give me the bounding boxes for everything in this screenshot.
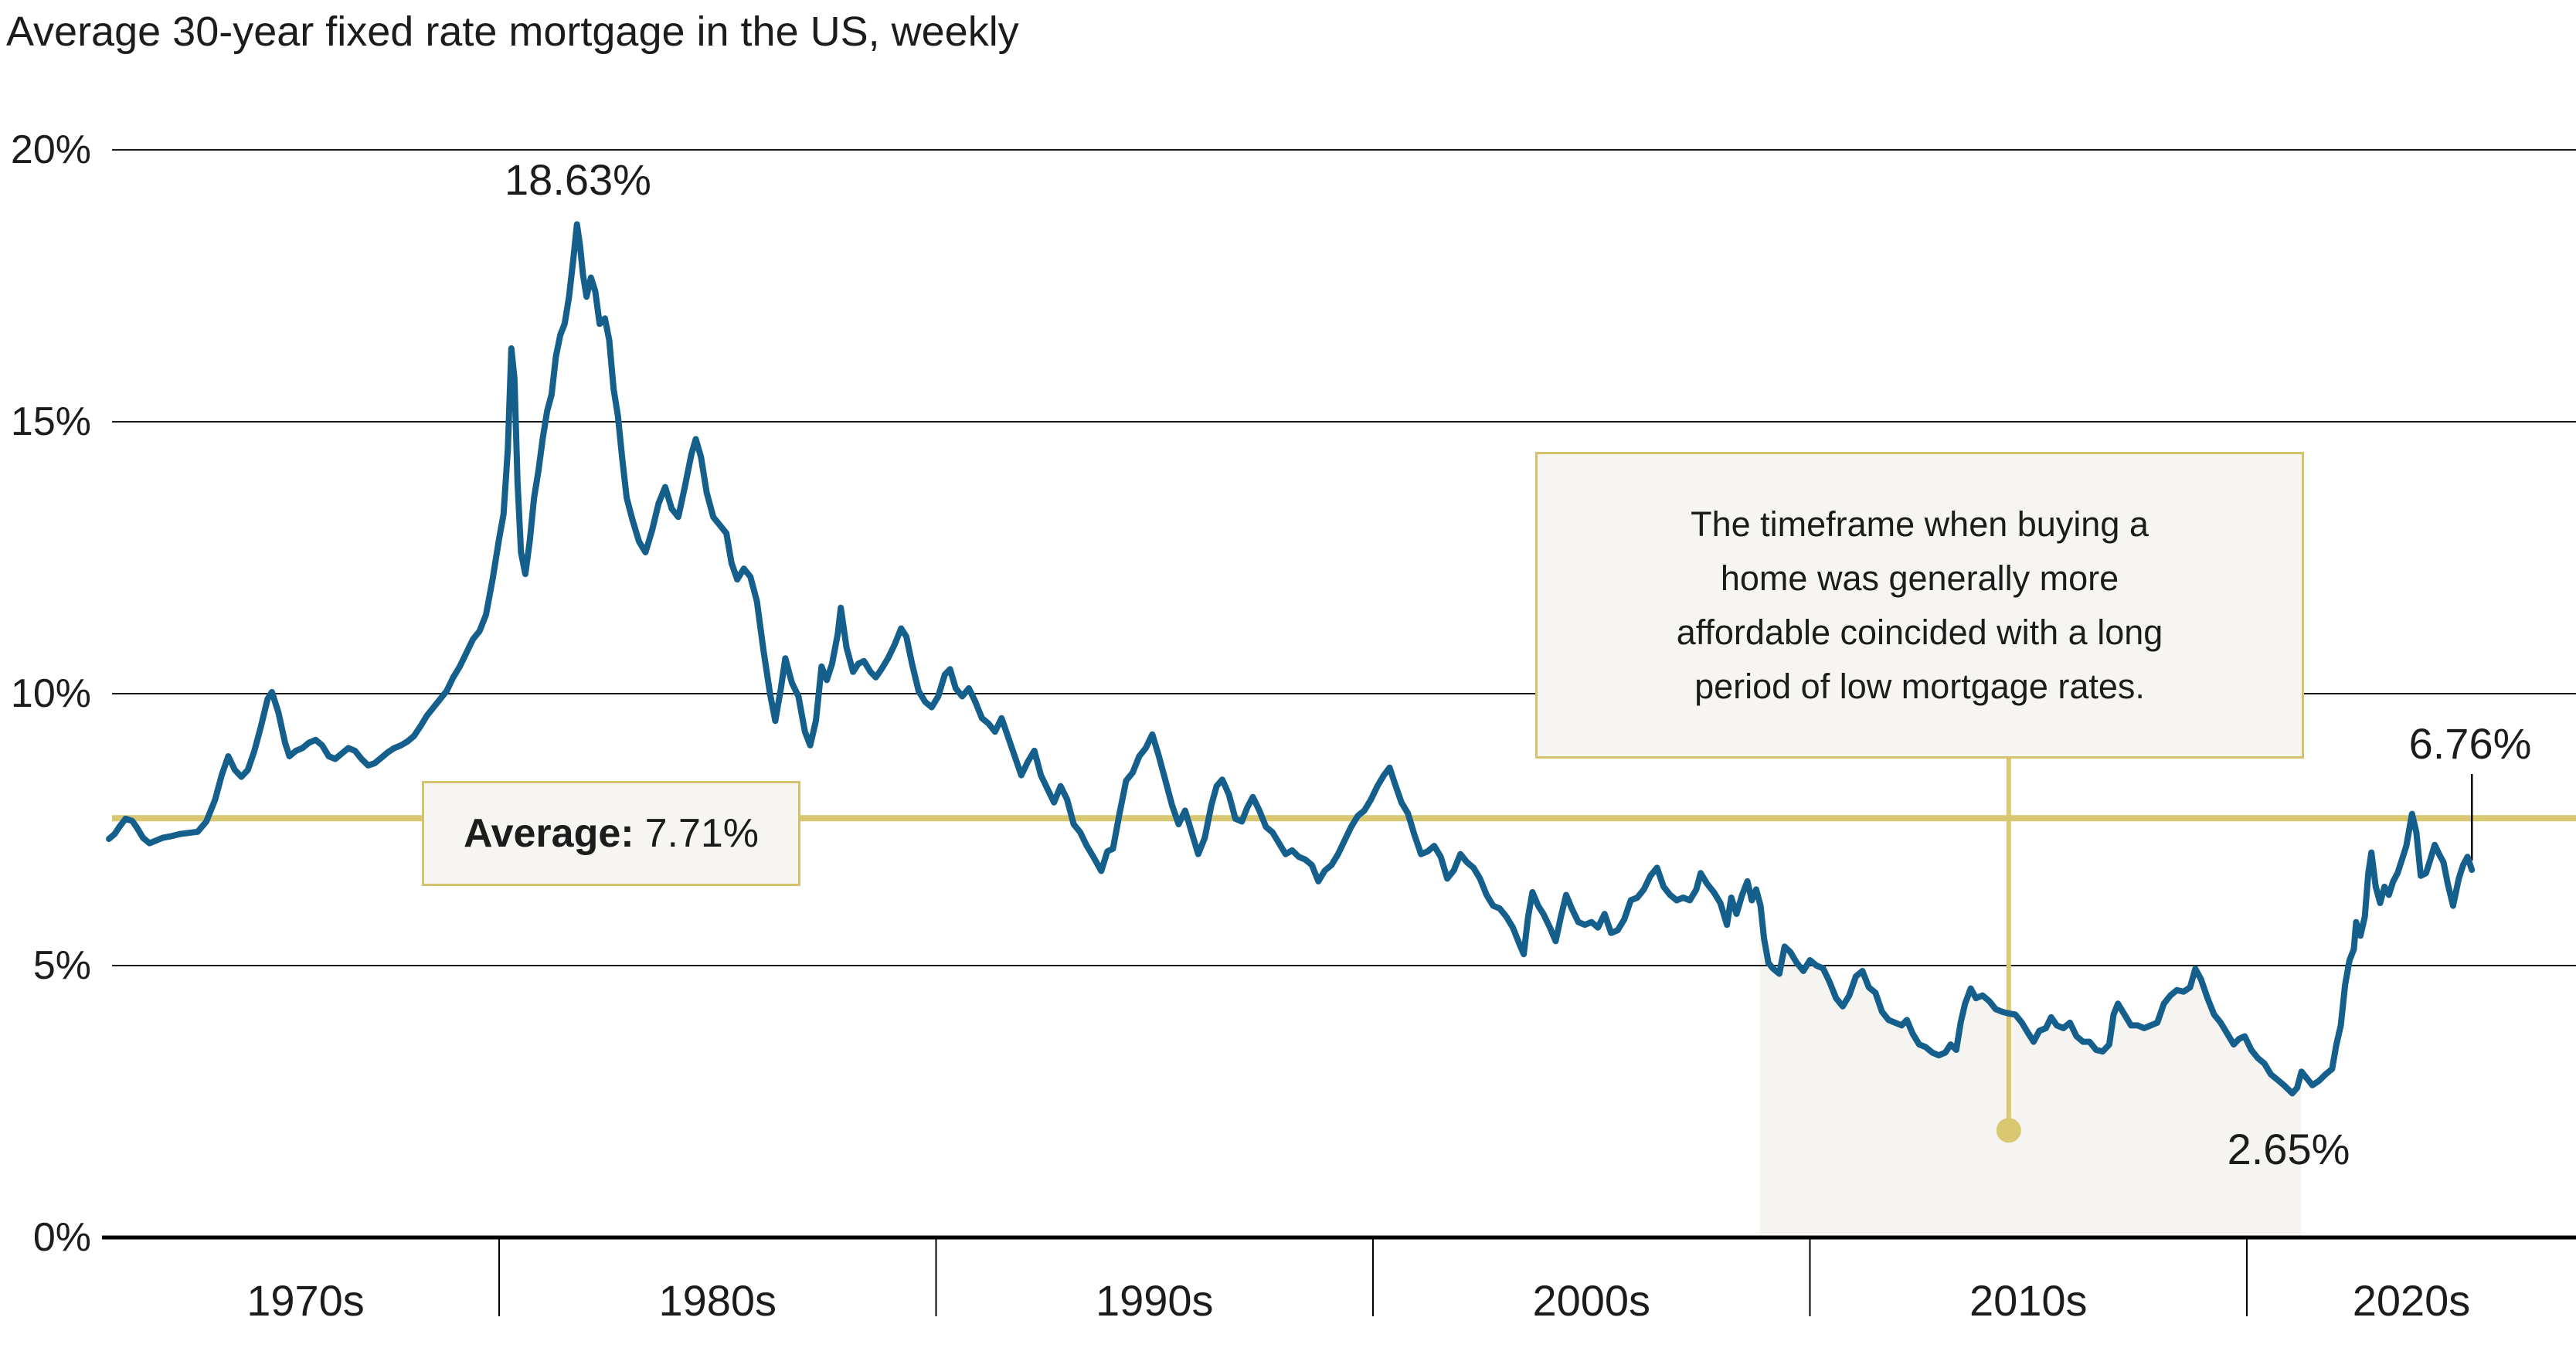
decade-label: 1970s	[246, 1276, 365, 1325]
y-tick-label: 5%	[32, 943, 91, 988]
chart-title: Average 30-year fixed rate mortgage in t…	[6, 8, 1019, 55]
peak-rate-annotation: 18.63%	[505, 155, 651, 204]
y-tick-label: 0%	[32, 1215, 91, 1260]
decade-label: 1980s	[658, 1276, 777, 1325]
callout-line: home was generally more	[1720, 558, 2119, 598]
callout-line: The timeframe when buying a	[1691, 504, 2149, 544]
average-label: Average:	[463, 811, 634, 856]
affordability-callout-box: The timeframe when buying a home was gen…	[1535, 452, 2304, 759]
callout-line: affordable coincided with a long	[1676, 612, 2163, 652]
low-rate-shaded-region	[1759, 902, 2302, 1237]
callout-anchor-dot	[1996, 1118, 2021, 1143]
decade-label: 2010s	[1969, 1276, 2088, 1325]
y-tick-label: 15%	[10, 399, 91, 444]
average-rate-box: Average: 7.71%	[422, 781, 800, 886]
callout-line: period of low mortgage rates.	[1694, 666, 2145, 706]
decade-label: 1990s	[1095, 1276, 1214, 1325]
decade-label: 2020s	[2352, 1276, 2471, 1325]
low-rate-annotation: 2.65%	[2227, 1125, 2350, 1173]
current-rate-annotation: 6.76%	[2408, 719, 2532, 768]
decade-label: 2000s	[1532, 1276, 1651, 1325]
y-tick-label: 20%	[10, 127, 91, 172]
average-value: 7.71%	[644, 811, 760, 856]
y-tick-label: 10%	[10, 671, 91, 716]
mortgage-rate-line	[106, 221, 2476, 1097]
